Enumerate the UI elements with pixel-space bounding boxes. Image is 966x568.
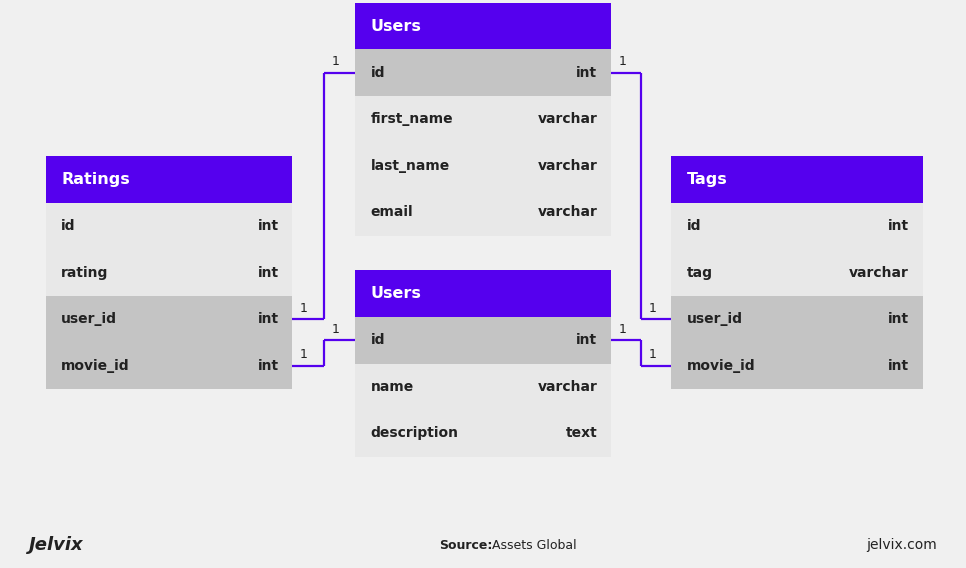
FancyBboxPatch shape <box>671 296 923 343</box>
FancyBboxPatch shape <box>45 249 292 296</box>
Text: jelvix.com: jelvix.com <box>867 538 937 552</box>
Text: email: email <box>371 206 413 219</box>
Text: movie_id: movie_id <box>687 359 755 373</box>
FancyBboxPatch shape <box>671 343 923 389</box>
Text: 1: 1 <box>331 323 339 336</box>
Text: int: int <box>888 312 909 326</box>
Text: first_name: first_name <box>371 112 453 126</box>
FancyBboxPatch shape <box>355 364 611 410</box>
FancyBboxPatch shape <box>671 203 923 249</box>
Text: int: int <box>258 359 278 373</box>
Text: int: int <box>258 312 278 326</box>
Text: 1: 1 <box>299 302 308 315</box>
Text: 1: 1 <box>331 55 339 68</box>
Text: Users: Users <box>371 286 421 301</box>
Text: 1: 1 <box>649 348 657 361</box>
FancyBboxPatch shape <box>355 96 611 143</box>
Text: int: int <box>888 219 909 233</box>
FancyBboxPatch shape <box>671 249 923 296</box>
FancyBboxPatch shape <box>45 203 292 249</box>
Text: last_name: last_name <box>371 159 450 173</box>
Text: int: int <box>258 266 278 279</box>
Text: rating: rating <box>61 266 109 279</box>
Text: int: int <box>577 66 597 80</box>
FancyBboxPatch shape <box>671 156 923 203</box>
FancyBboxPatch shape <box>45 343 292 389</box>
FancyBboxPatch shape <box>45 296 292 343</box>
Text: int: int <box>577 333 597 347</box>
Text: user_id: user_id <box>687 312 743 326</box>
FancyBboxPatch shape <box>355 3 611 49</box>
Text: id: id <box>61 219 76 233</box>
Text: tag: tag <box>687 266 713 279</box>
Text: movie_id: movie_id <box>61 359 130 373</box>
Text: 1: 1 <box>649 302 657 315</box>
Text: varchar: varchar <box>538 206 597 219</box>
Text: user_id: user_id <box>61 312 117 326</box>
FancyBboxPatch shape <box>355 49 611 96</box>
Text: Source:: Source: <box>440 539 493 552</box>
Text: Users: Users <box>371 19 421 34</box>
Text: id: id <box>687 219 701 233</box>
Text: 1: 1 <box>299 348 308 361</box>
Text: text: text <box>566 427 597 440</box>
Text: int: int <box>888 359 909 373</box>
FancyBboxPatch shape <box>355 189 611 236</box>
Text: name: name <box>371 380 413 394</box>
Text: varchar: varchar <box>538 159 597 173</box>
Text: description: description <box>371 427 459 440</box>
Text: varchar: varchar <box>538 380 597 394</box>
Text: Tags: Tags <box>687 172 727 187</box>
Text: Ratings: Ratings <box>61 172 130 187</box>
Text: varchar: varchar <box>538 112 597 126</box>
Text: int: int <box>258 219 278 233</box>
Text: 1: 1 <box>619 55 627 68</box>
FancyBboxPatch shape <box>45 156 292 203</box>
Text: id: id <box>371 333 385 347</box>
Text: Jelvix: Jelvix <box>29 536 84 554</box>
FancyBboxPatch shape <box>355 143 611 189</box>
Text: 1: 1 <box>619 323 627 336</box>
FancyBboxPatch shape <box>355 317 611 364</box>
Text: varchar: varchar <box>849 266 909 279</box>
FancyBboxPatch shape <box>355 270 611 317</box>
Text: Assets Global: Assets Global <box>488 539 577 552</box>
FancyBboxPatch shape <box>355 410 611 457</box>
Text: id: id <box>371 66 385 80</box>
